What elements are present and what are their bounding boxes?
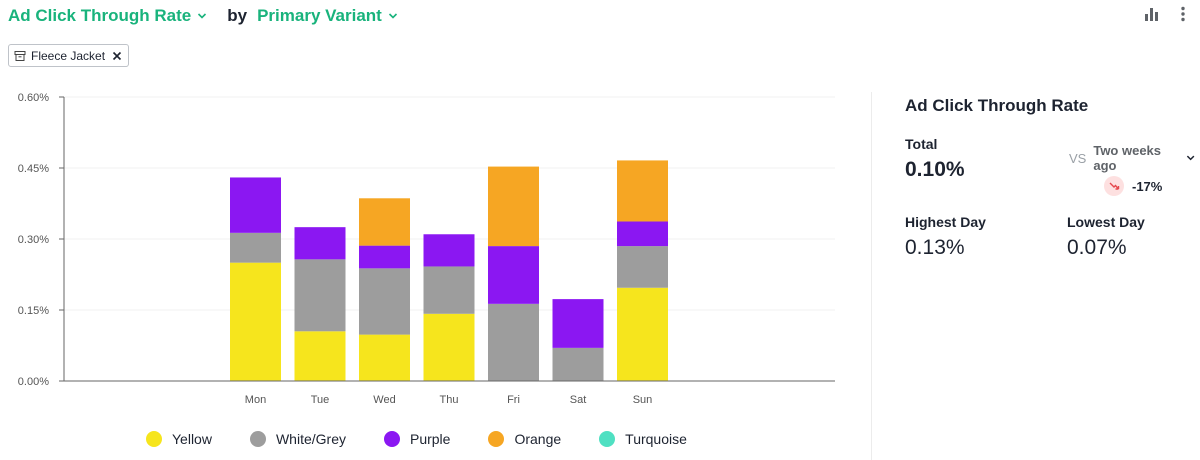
summary-panel: Ad Click Through Rate Total 0.10% VS Two…: [905, 96, 1195, 259]
bar-segment-white-grey-sun[interactable]: [617, 246, 668, 288]
bar-segment-white-grey-tue[interactable]: [294, 259, 346, 332]
bar-segment-purple-tue[interactable]: [294, 227, 346, 260]
bar-segment-white-grey-sat[interactable]: [552, 347, 604, 381]
bars: [230, 160, 668, 381]
bar-segment-orange-fri[interactable]: [488, 166, 539, 247]
y-tick-label: 0.15%: [18, 305, 49, 317]
lowest-day-value: 0.07%: [1067, 236, 1127, 259]
more-vertical-icon: [1181, 6, 1185, 22]
metric-selector[interactable]: Ad Click Through Rate: [8, 6, 207, 26]
comparison-period: Two weeks ago: [1093, 143, 1162, 173]
bar-segment-white-grey-fri[interactable]: [488, 303, 539, 381]
bar-segment-yellow-thu[interactable]: [423, 313, 475, 381]
bar-segment-purple-wed[interactable]: [359, 245, 410, 269]
legend-swatch: [383, 431, 400, 447]
x-tick-label: Sat: [570, 394, 587, 406]
bar-segment-yellow-sun[interactable]: [617, 287, 668, 381]
chart-type-button[interactable]: [1144, 6, 1160, 22]
chart-legend: Yellow White/Grey Purple Orange Turquoise: [146, 431, 725, 447]
legend-label: Orange: [514, 431, 562, 447]
legend-label: Purple: [409, 431, 451, 447]
x-tick-label: Sun: [633, 394, 653, 406]
bar-segment-yellow-wed[interactable]: [359, 334, 410, 381]
total-value: 0.10%: [905, 158, 965, 181]
y-axis: 0.00% 0.15% 0.30% 0.45% 0.60%: [18, 92, 65, 388]
legend-swatch: [249, 431, 266, 447]
chart-header: Ad Click Through Rate by Primary Variant: [8, 4, 398, 28]
bar-segment-purple-fri[interactable]: [488, 246, 539, 304]
x-tick-label: Tue: [311, 394, 330, 406]
legend-item-orange[interactable]: Orange: [488, 431, 561, 447]
highest-day-value: 0.13%: [905, 236, 965, 259]
bar-segment-white-grey-thu[interactable]: [423, 266, 475, 314]
legend-label: Yellow: [172, 431, 212, 447]
bar-segment-purple-sat[interactable]: [552, 299, 604, 348]
bar-segment-white-grey-wed[interactable]: [359, 268, 410, 335]
legend-item-yellow[interactable]: Yellow: [146, 431, 212, 447]
lowest-day-label: Lowest Day: [1067, 214, 1145, 230]
legend-swatch: [146, 431, 162, 447]
metric-label: Ad Click Through Rate: [8, 6, 192, 25]
bar-segment-purple-sun[interactable]: [617, 221, 668, 247]
summary-title: Ad Click Through Rate: [905, 96, 1089, 115]
by-label: by: [227, 6, 248, 25]
bar-segment-purple-mon[interactable]: [230, 177, 281, 233]
vs-label: VS: [1069, 150, 1087, 166]
bar-segment-purple-thu[interactable]: [423, 234, 475, 267]
dimension-selector[interactable]: Primary Variant: [257, 6, 398, 26]
trend-down-icon: [1104, 176, 1124, 196]
bar-chart-icon: [1145, 8, 1158, 21]
stacked-bar-chart: 0.00% 0.15% 0.30% 0.45% 0.60% Mon Tue Wed Thu Fr…: [18, 92, 835, 406]
panel-divider: [871, 92, 872, 460]
filter-chip-label: Fleece Jacket: [31, 48, 106, 63]
bar-segment-orange-sun[interactable]: [617, 160, 668, 222]
bar-segment-yellow-mon[interactable]: [230, 262, 281, 381]
chevron-down-icon: [198, 13, 207, 19]
bar-segment-orange-wed[interactable]: [359, 198, 410, 246]
chart-toolbar: [1144, 6, 1186, 22]
bar-segment-yellow-tue[interactable]: [294, 331, 346, 381]
filter-chip[interactable]: Fleece Jacket: [8, 44, 130, 67]
more-options-button[interactable]: [1180, 6, 1186, 22]
chevron-down-icon: [1186, 155, 1195, 161]
y-tick-label: 0.00%: [18, 376, 49, 388]
comparison-selector[interactable]: VS Two weeks ago: [1069, 143, 1195, 173]
y-tick-label: 0.60%: [18, 92, 49, 104]
legend-label: Turquoise: [625, 431, 687, 447]
legend-swatch: [488, 431, 505, 447]
total-label: Total: [905, 136, 938, 152]
highest-day-label: Highest Day: [905, 214, 986, 230]
legend-label: White/Grey: [275, 431, 346, 447]
y-tick-label: 0.45%: [18, 163, 49, 175]
close-icon: [112, 51, 122, 60]
x-axis: Mon Tue Wed Thu Fri Sat Sun: [64, 380, 835, 406]
x-tick-label: Mon: [245, 394, 266, 406]
legend-item-white-grey[interactable]: White/Grey: [249, 431, 346, 447]
archive-box-icon: [14, 50, 26, 62]
bar-segment-white-grey-mon[interactable]: [230, 232, 281, 263]
legend-swatch: [599, 431, 616, 447]
x-tick-label: Fri: [507, 394, 520, 406]
change-value: -17%: [1132, 178, 1163, 194]
legend-item-turquoise[interactable]: Turquoise: [599, 431, 687, 447]
change-indicator: -17%: [1104, 176, 1162, 196]
y-tick-label: 0.30%: [18, 234, 49, 246]
remove-filter-button[interactable]: [112, 51, 122, 61]
x-tick-label: Wed: [373, 394, 395, 406]
chevron-down-icon: [388, 13, 397, 19]
x-tick-label: Thu: [440, 394, 459, 406]
legend-item-purple[interactable]: Purple: [383, 431, 451, 447]
dimension-label: Primary Variant: [257, 6, 382, 25]
